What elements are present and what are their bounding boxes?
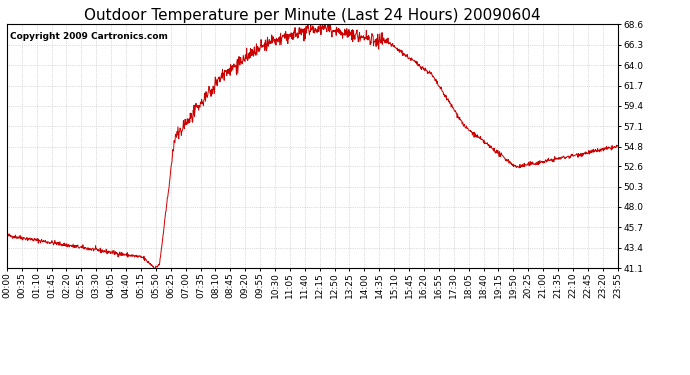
Text: Copyright 2009 Cartronics.com: Copyright 2009 Cartronics.com (10, 32, 168, 41)
Title: Outdoor Temperature per Minute (Last 24 Hours) 20090604: Outdoor Temperature per Minute (Last 24 … (84, 8, 540, 23)
